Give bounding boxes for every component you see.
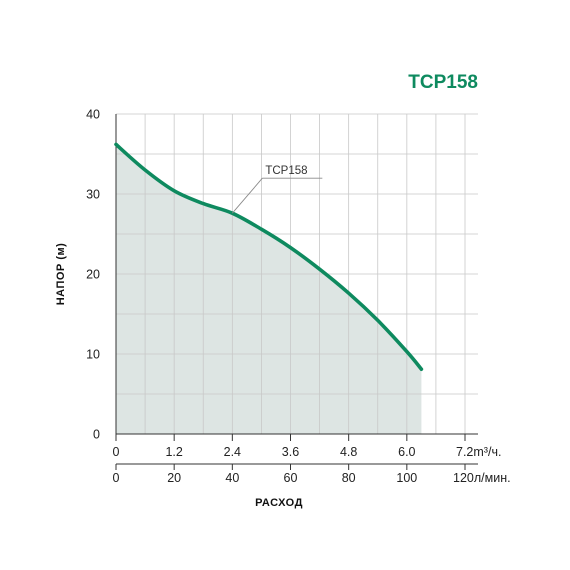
y-tick-label: 0 — [93, 428, 100, 442]
x-tick-label-primary: 3.6 — [282, 445, 299, 459]
curve-layer — [114, 142, 424, 371]
axis-layer — [115, 114, 478, 470]
x-tick-label-primary: 7.2m³/ч. — [456, 445, 501, 459]
y-tick-label: 20 — [86, 268, 100, 282]
x-tick-label-secondary: 0 — [113, 471, 120, 485]
curve-area-layer — [116, 144, 422, 434]
x-tick-label-secondary: 80 — [342, 471, 356, 485]
x-unit-secondary: л/мин. — [474, 471, 511, 485]
x-tick-label-primary: 0 — [113, 445, 120, 459]
x-tick-label-secondary: 20 — [167, 471, 181, 485]
y-tick-label: 40 — [86, 108, 100, 122]
callout-leader — [231, 177, 263, 214]
y-axis-title: НАПОР (м) — [55, 243, 67, 306]
x-tick-label-primary: 4.8 — [340, 445, 357, 459]
x-tick-label-secondary: 60 — [284, 471, 298, 485]
curve-fill-area — [116, 144, 422, 434]
y-tick-label: 30 — [86, 188, 100, 202]
series-label: TCP158 — [265, 165, 307, 177]
chart-title: TCP158 — [408, 72, 478, 93]
performance-curve — [114, 142, 424, 371]
x-tick-label-primary: 2.4 — [224, 445, 241, 459]
x-axis-title: РАСХОД — [255, 497, 303, 509]
x-tick-label-primary: 1.2 — [165, 445, 182, 459]
x-tick-label-secondary: 120л/мин. — [453, 471, 511, 485]
x-tick-label-primary: 6.0 — [398, 445, 415, 459]
label-layer: 0 10 20 30 40 0 1.2 2.4 3.6 4.8 6.0 7.2m³/ч. 0 20 40 60… — [86, 108, 510, 486]
x-tick-label-secondary: 40 — [225, 471, 239, 485]
y-tick-label: 10 — [86, 348, 100, 362]
x-unit-primary: m³/ч. — [473, 445, 501, 459]
x-tick-label-secondary: 100 — [396, 471, 417, 485]
